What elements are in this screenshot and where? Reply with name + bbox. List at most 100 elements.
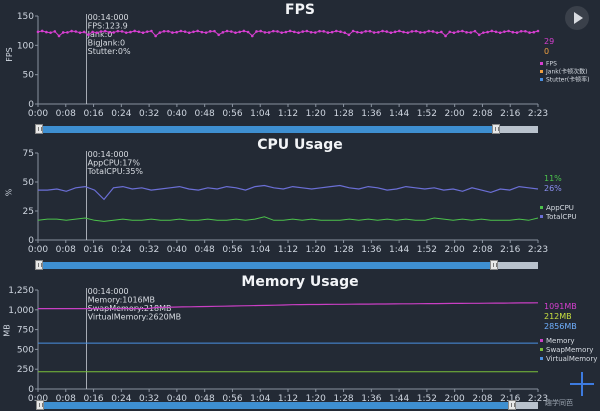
- memory-scroll-right-handle[interactable]: [508, 400, 516, 410]
- mem-y-tick: 0: [28, 385, 34, 395]
- fps-point: [318, 29, 321, 33]
- fps-point: [452, 31, 456, 34]
- fps-scroll-track[interactable]: [496, 126, 538, 133]
- cpu-x-tick: 0:48: [195, 245, 215, 255]
- fps-point: [360, 31, 363, 34]
- fps-point: [238, 30, 241, 34]
- mem-y-tick: 1,250: [8, 286, 34, 296]
- memory-line: [38, 302, 539, 310]
- fps-x-tick: 2:08: [472, 109, 492, 119]
- cpu-x-tick: 0:16: [83, 245, 103, 255]
- mem-x-tick: 0:32: [139, 394, 159, 404]
- fps-y-tick: 100: [17, 41, 34, 51]
- fps-scroll-left-handle[interactable]: [35, 124, 43, 134]
- fps-point: [145, 30, 149, 33]
- fps-point: [70, 29, 73, 33]
- mem-x-tick: 1:28: [333, 394, 353, 404]
- fps-x-tick: 2:00: [445, 109, 465, 119]
- fps-point: [389, 31, 393, 35]
- cpu-scroll-left-handle[interactable]: [35, 260, 43, 270]
- fps-x-tick: 1:28: [333, 109, 353, 119]
- fps-scroll-range[interactable]: [38, 126, 496, 133]
- fps-point: [301, 30, 305, 33]
- cpu-scroll-track[interactable]: [494, 262, 538, 269]
- fps-point: [406, 31, 410, 34]
- cpu-info-line: 00:14:000: [88, 150, 129, 159]
- fps-point: [326, 31, 330, 34]
- fps-point: [473, 29, 477, 33]
- fps-point: [372, 31, 376, 34]
- cpu-x-tick: 1:28: [333, 245, 353, 255]
- memory-legend-label: VirtualMemory: [546, 355, 597, 363]
- fps-point: [225, 29, 229, 33]
- fps-point: [410, 30, 414, 33]
- fps-point: [74, 30, 78, 33]
- memory-scroll-range[interactable]: [40, 402, 510, 409]
- fps-current-stutter: 0: [544, 47, 549, 56]
- cpu-x-tick: 1:44: [389, 245, 409, 255]
- fps-point: [183, 30, 187, 33]
- memory-current-memory: 1091MB: [544, 302, 577, 311]
- memory-current-swap: 212MB: [544, 312, 572, 321]
- mem-x-tick: 0:16: [83, 394, 103, 404]
- fps-point: [141, 31, 145, 35]
- cpu-current-total: 26%: [544, 184, 562, 193]
- memory-scroll-left-handle[interactable]: [36, 400, 44, 410]
- mem-x-tick: 1:04: [250, 394, 270, 404]
- fps-y-tick: 0: [28, 100, 34, 110]
- cpu-x-tick: 1:36: [361, 245, 381, 255]
- fps-point: [297, 31, 300, 35]
- fps-point: [57, 34, 61, 38]
- fps-x-tick: 0:56: [222, 109, 242, 119]
- fps-point: [284, 30, 288, 34]
- fps-point: [494, 30, 498, 34]
- fps-scroll-right-handle[interactable]: [492, 124, 500, 134]
- fps-point: [456, 30, 460, 33]
- fps-point: [200, 30, 204, 34]
- cpu-info-line: AppCPU:17%: [88, 159, 141, 168]
- mem-x-tick: 0:00: [28, 394, 48, 404]
- fps-point: [339, 30, 342, 34]
- fps-point: [82, 30, 86, 34]
- mem-x-tick: 2:23: [528, 394, 548, 404]
- fps-point: [343, 31, 347, 35]
- fps-point: [154, 34, 157, 38]
- memory-legend-swatch: [540, 339, 543, 342]
- fps-x-tick: 1:44: [389, 109, 409, 119]
- fps-x-tick: 1:52: [417, 109, 437, 119]
- fps-info-line: BigJank:0: [88, 39, 126, 48]
- fps-point: [288, 29, 292, 33]
- cpu-scroll-range[interactable]: [38, 262, 494, 269]
- memory-current-virtual: 2856MB: [544, 322, 577, 331]
- cpu-x-tick: 0:56: [222, 245, 242, 255]
- cpu-x-tick: 2:08: [472, 245, 492, 255]
- fps-legend-label: Stutter(卡顿率): [546, 76, 590, 84]
- cpu-x-tick: 2:16: [500, 245, 520, 255]
- fps-point: [398, 29, 401, 33]
- fps-point: [87, 33, 90, 37]
- fps-point: [503, 30, 506, 33]
- fps-point: [242, 29, 246, 33]
- mem-x-tick: 1:12: [278, 394, 298, 404]
- cpu-total-line: [38, 184, 539, 201]
- mem-y-tick: 250: [17, 365, 34, 375]
- memory-scroll-track[interactable]: [510, 402, 538, 409]
- fps-point: [515, 31, 519, 34]
- cpu-scroll-right-handle[interactable]: [490, 260, 498, 270]
- fps-point: [377, 30, 380, 34]
- fps-point: [179, 29, 183, 33]
- add-icon[interactable]: [570, 372, 594, 396]
- fps-y-tick: 150: [17, 12, 34, 22]
- fps-point: [393, 30, 397, 34]
- fps-point: [322, 30, 326, 33]
- fps-point: [137, 30, 141, 34]
- fps-point: [259, 29, 262, 33]
- fps-point: [61, 31, 65, 34]
- fps-point: [99, 30, 103, 33]
- fps-point: [461, 29, 464, 33]
- fps-y-tick: 50: [23, 71, 35, 81]
- fps-point: [45, 30, 48, 34]
- cpu-x-tick: 1:52: [417, 245, 437, 255]
- fps-point: [129, 30, 132, 34]
- play-icon[interactable]: [565, 6, 589, 30]
